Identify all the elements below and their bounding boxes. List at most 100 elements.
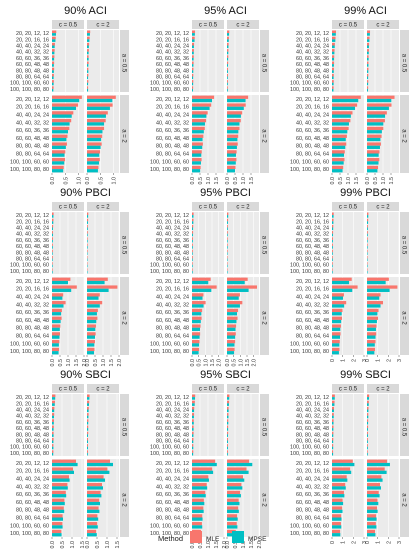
bar-mpse (332, 221, 334, 224)
bar-mpse (227, 227, 228, 231)
bar-mpse (52, 153, 65, 157)
bar-mpse (227, 114, 241, 118)
bar-mpse (192, 64, 194, 67)
bar-mpse (52, 296, 63, 300)
bar-mpse (332, 215, 334, 218)
bar-mle (227, 73, 228, 77)
tick-label: 0.5 (232, 359, 238, 367)
bar-mle (332, 61, 335, 65)
bar-mle (87, 437, 88, 441)
category-label: 40, 40, 32, 32 (156, 120, 189, 126)
bar-mle (227, 324, 237, 328)
bar-mle (367, 80, 369, 83)
bar-mpse (52, 440, 54, 444)
bar-mle (192, 134, 204, 138)
category-label: 20, 20, 16, 16 (156, 219, 189, 225)
bar-mpse (227, 130, 239, 134)
bar-mpse (367, 421, 369, 425)
bar-mle (332, 419, 334, 422)
bar-mpse (52, 88, 54, 92)
bar-mle (367, 316, 378, 320)
bar-mpse (367, 161, 379, 165)
row-strip (400, 459, 409, 537)
category-label: 100, 100, 80, 80 (290, 167, 329, 173)
bar-mpse (332, 246, 333, 249)
row-strip-label: a = 0.5 (401, 236, 407, 255)
row-strip (120, 277, 129, 355)
bar-mle (87, 111, 108, 115)
category-label: 80, 80, 64, 64 (156, 257, 189, 263)
bar-mle (367, 400, 369, 404)
bar-mle (52, 30, 57, 34)
bar-mpse (192, 88, 193, 92)
bar-mle (87, 55, 89, 58)
bar-mpse (192, 462, 217, 467)
tick-label: 2.0 (82, 359, 88, 367)
column-strip (367, 20, 399, 29)
category-label: 40, 40, 32, 32 (296, 232, 329, 238)
bar-mle (52, 431, 54, 435)
bar-mle (192, 165, 201, 170)
facet-panel: 0 1 2 3 (330, 277, 368, 362)
bar-mpse (192, 452, 194, 456)
bar-mle (87, 514, 98, 518)
bar-mle (227, 490, 241, 495)
bar-mpse (192, 82, 194, 86)
bar-mle (87, 347, 95, 352)
bar-mle (227, 431, 229, 435)
bar-mpse (192, 221, 194, 224)
bar-mle (87, 95, 116, 99)
bar-mpse (192, 409, 195, 413)
column-strip (332, 384, 364, 393)
bar-mle (52, 150, 66, 154)
bar-mpse (52, 270, 53, 274)
bar-mle (52, 529, 62, 534)
column-strip (227, 384, 259, 393)
bar-mpse (367, 452, 368, 456)
bar-mpse (192, 161, 201, 165)
bar-mpse (192, 415, 194, 419)
bar-mle (192, 61, 194, 65)
bar-mle (192, 49, 194, 52)
bar-mle (227, 218, 229, 222)
category-label: 80, 80, 64, 64 (156, 516, 189, 522)
bar-mpse (87, 33, 90, 36)
bar-mpse (227, 106, 244, 110)
bar-mpse (332, 33, 336, 36)
bar-mle (87, 212, 89, 216)
facet-panel: 0.0 0.5 1.0 1.5 2.0 (50, 277, 88, 367)
tick-label: 0.0 (50, 177, 56, 185)
category-label: 80, 80, 64, 64 (156, 75, 189, 81)
bar-mle (367, 324, 377, 328)
bar-mpse (367, 440, 368, 444)
bar-mpse (332, 415, 334, 419)
bar-mle (87, 36, 90, 40)
bar-mle (332, 67, 334, 71)
category-label: 40, 40, 24, 24 (16, 226, 49, 232)
bar-mle (87, 150, 101, 154)
bar-mpse (52, 51, 55, 55)
panel-title: 95% SBCI (200, 369, 251, 381)
tick-label: 3 (362, 359, 368, 362)
bar-mle (332, 134, 347, 138)
bar-mle (367, 61, 369, 65)
tick-label: 0.5 (338, 177, 344, 185)
bar-mle (227, 134, 239, 138)
bar-mpse (332, 517, 342, 521)
bar-mpse (332, 335, 340, 339)
category-label: 20, 20, 16, 16 (296, 37, 329, 43)
facet-panel: 0 1 2 3 (365, 277, 403, 362)
category-label: 100, 100, 60, 60 (10, 445, 49, 451)
bar-mpse (87, 130, 103, 134)
bar-mle (227, 111, 243, 115)
bar-mpse (192, 403, 195, 406)
row-strip-label: a = 2 (121, 493, 127, 507)
tick-label: 1.0 (381, 177, 387, 185)
bar-mle (367, 218, 369, 222)
bar-mpse (87, 280, 105, 285)
bar-mle (332, 277, 352, 281)
bar-mle (87, 522, 98, 526)
category-label: 60, 60, 36, 36 (296, 56, 329, 62)
bar-mle (332, 450, 334, 453)
